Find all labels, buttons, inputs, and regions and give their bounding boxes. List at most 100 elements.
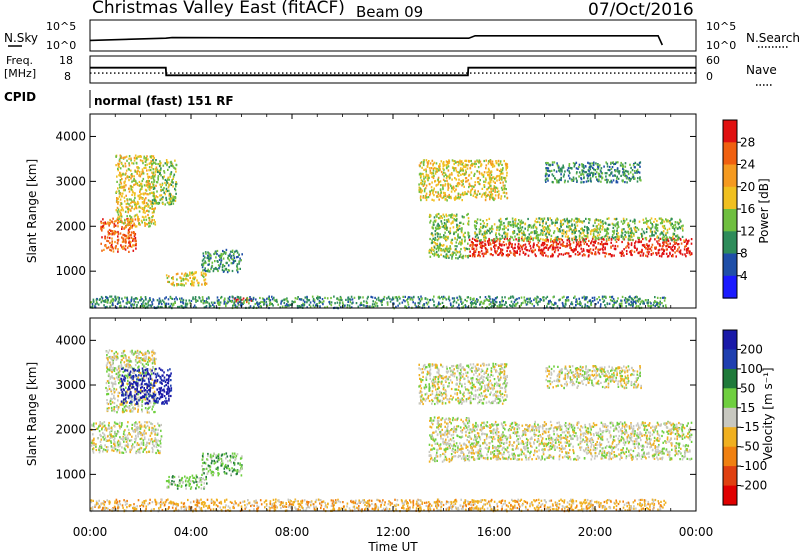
data-cell [222, 257, 225, 260]
data-cell [454, 167, 457, 170]
data-cell [604, 229, 606, 232]
data-cell [202, 298, 204, 301]
data-cell [567, 252, 570, 255]
data-cell [189, 276, 191, 279]
data-cell [547, 167, 550, 170]
data-cell [115, 298, 118, 301]
data-cell [441, 216, 443, 220]
data-cell [347, 298, 349, 301]
data-cell [601, 297, 604, 300]
data-cell [605, 240, 608, 243]
data-cell [595, 176, 597, 179]
data-cell [505, 180, 507, 183]
data-cell [165, 198, 168, 201]
data-cell [478, 242, 481, 246]
data-cell [596, 164, 599, 167]
data-cell [233, 257, 236, 260]
data-cell [135, 225, 138, 228]
data-cell [497, 174, 499, 178]
data-cell [611, 222, 614, 225]
data-cell [500, 305, 502, 308]
data-cell [472, 194, 475, 197]
data-cell [140, 196, 142, 199]
data-cell [111, 302, 114, 305]
data-cell [672, 235, 674, 239]
data-cell [613, 229, 616, 232]
data-cell [111, 221, 114, 224]
data-cell [425, 194, 427, 197]
data-cell [513, 223, 515, 226]
data-cell [470, 301, 473, 304]
data-cell [476, 243, 478, 246]
data-cell [551, 254, 554, 257]
data-cell [490, 162, 492, 165]
data-cell [543, 296, 545, 299]
data-cell [536, 220, 539, 223]
data-cell [508, 239, 511, 242]
data-cell [474, 189, 476, 192]
data-cell [130, 298, 133, 302]
data-cell [107, 233, 110, 236]
data-cell [484, 199, 487, 202]
data-cell [674, 251, 676, 254]
data-cell [500, 220, 503, 223]
data-cell [680, 242, 683, 245]
data-cell [581, 165, 583, 168]
data-cell [628, 243, 630, 246]
data-cell [458, 178, 460, 181]
data-cell [555, 236, 558, 239]
data-cell [636, 247, 638, 250]
data-cell [235, 298, 238, 301]
data-cell [528, 224, 530, 227]
data-cell [133, 235, 136, 238]
colorbar-segment [723, 231, 737, 255]
data-cell [604, 172, 607, 175]
data-cell [514, 250, 516, 253]
data-cell [387, 295, 390, 298]
data-cell [173, 166, 175, 169]
data-cell [493, 241, 496, 244]
data-cell [456, 171, 459, 174]
data-cell [589, 168, 592, 171]
data-cell [576, 224, 579, 227]
data-cell [635, 305, 638, 308]
data-cell [678, 250, 681, 253]
data-cell [685, 244, 687, 247]
data-cell [673, 240, 676, 244]
data-cell [602, 251, 604, 254]
data-cell [603, 235, 606, 238]
data-cell [642, 218, 645, 221]
data-cell [306, 298, 308, 301]
data-cell [347, 296, 350, 299]
data-cell [562, 175, 565, 178]
data-cell [118, 215, 121, 218]
data-cell [516, 224, 518, 228]
data-cell [128, 240, 131, 243]
data-cell [229, 250, 232, 253]
data-cell [482, 235, 485, 238]
data-cell [573, 232, 575, 235]
data-cell [173, 298, 176, 301]
data-cell [193, 273, 195, 276]
data-cell [637, 170, 640, 174]
data-cell [243, 300, 245, 303]
data-cell [423, 168, 425, 171]
data-cell [553, 230, 556, 233]
data-cell [449, 247, 451, 250]
data-cell [675, 226, 677, 229]
data-cell [612, 304, 615, 307]
data-cell [150, 220, 153, 223]
data-cell [489, 227, 492, 231]
data-cell [503, 225, 505, 228]
data-cell [467, 306, 469, 309]
data-cell [414, 303, 416, 307]
data-cell [161, 198, 164, 201]
data-cell [649, 230, 652, 233]
data-cell [121, 195, 123, 198]
data-cell [136, 170, 138, 173]
data-cell [602, 222, 604, 225]
data-cell [409, 296, 411, 299]
data-cell [121, 192, 124, 195]
data-cell [386, 301, 389, 304]
data-cell [148, 217, 151, 220]
